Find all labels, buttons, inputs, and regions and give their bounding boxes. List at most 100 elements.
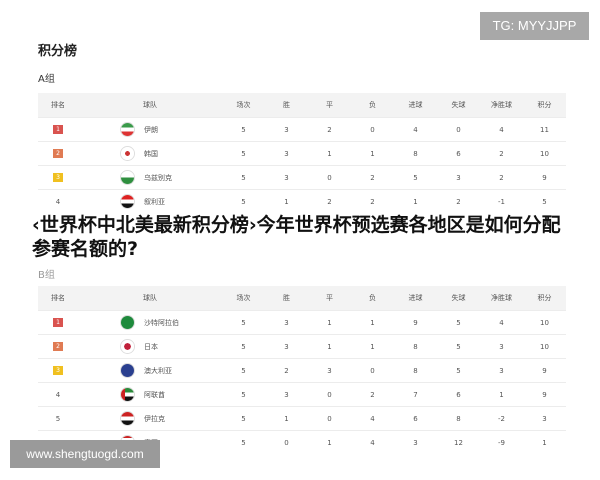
- column-header: 进球: [394, 93, 437, 118]
- team-name: 韩国: [144, 149, 158, 158]
- column-header: 胜: [265, 286, 308, 311]
- table-row: 1 沙特阿拉伯 5 3 1 1 9 5 4 10: [38, 310, 566, 335]
- saudi-flag-icon: [121, 316, 134, 329]
- rank-badge: 2: [53, 149, 63, 158]
- iraq-flag-icon: [121, 412, 134, 425]
- stat-gf: 6: [394, 406, 437, 431]
- stat-d: 1: [308, 334, 351, 359]
- team-name: 乌兹别克: [144, 173, 172, 182]
- header-row: 排名 球队 场次胜平负进球 失球 净胜球 积分: [38, 93, 566, 118]
- stat-p: 5: [222, 117, 265, 142]
- stat-pts: 9: [523, 358, 566, 383]
- table-row: 5 伊拉克 5 1 0 4 6 8 -2 3: [38, 406, 566, 431]
- stat-d: 0: [308, 382, 351, 407]
- stat-pts: 5: [523, 189, 566, 213]
- stat-l: 0: [351, 358, 394, 383]
- team-name: 澳大利亚: [144, 366, 172, 375]
- stat-l: 2: [351, 189, 394, 213]
- column-header: 积分: [523, 93, 566, 118]
- stat-ga: 2: [437, 189, 480, 213]
- rank-badge: 1: [53, 125, 63, 134]
- overlay-headline: ‹世界杯中北美最新积分榜›今年世界杯预选赛各地区是如何分配参赛名额的?: [32, 214, 561, 260]
- stat-d: 1: [308, 310, 351, 335]
- team-name: 沙特阿拉伯: [144, 318, 179, 327]
- stat-l: 4: [351, 430, 394, 454]
- stat-w: 1: [265, 189, 308, 213]
- stat-gf: 1: [394, 189, 437, 213]
- stat-gd: 3: [480, 334, 523, 359]
- stat-w: 2: [265, 358, 308, 383]
- stat-gf: 5: [394, 165, 437, 190]
- rank-number: 4: [55, 197, 61, 206]
- column-header: 排名: [38, 93, 78, 118]
- stat-gd: 4: [480, 310, 523, 335]
- stat-w: 3: [265, 382, 308, 407]
- stat-gd: -9: [480, 430, 523, 454]
- iran-flag-icon: [121, 123, 134, 136]
- stat-pts: 10: [523, 334, 566, 359]
- rank-number: 5: [55, 414, 61, 423]
- stat-p: 5: [222, 430, 265, 454]
- stat-l: 4: [351, 406, 394, 431]
- stat-d: 0: [308, 406, 351, 431]
- column-header: 净胜球: [480, 93, 523, 118]
- stat-pts: 1: [523, 430, 566, 454]
- stat-ga: 0: [437, 117, 480, 142]
- stat-l: 1: [351, 334, 394, 359]
- australia-flag-icon: [121, 364, 134, 377]
- stat-pts: 9: [523, 165, 566, 190]
- stat-w: 3: [265, 117, 308, 142]
- column-header: 平: [308, 93, 351, 118]
- table-row: 3 乌兹别克 5 3 0 2 5 3 2 9: [38, 165, 566, 190]
- table-row: 4 叙利亚 5 1 2 2 1 2 -1 5: [38, 189, 566, 213]
- column-header: 负: [351, 286, 394, 311]
- group-b-label: B组: [38, 270, 55, 281]
- table-row: 4 阿联酋 5 3 0 2 7 6 1 9: [38, 382, 566, 407]
- stat-gd: 3: [480, 358, 523, 383]
- stat-ga: 6: [437, 141, 480, 166]
- uzbekistan-flag-icon: [121, 171, 134, 184]
- stat-w: 3: [265, 165, 308, 190]
- stat-l: 1: [351, 141, 394, 166]
- stat-p: 5: [222, 189, 265, 213]
- stat-ga: 5: [437, 310, 480, 335]
- group-a-label: A组: [38, 74, 55, 85]
- watermark-site: www.shengtuogd.com: [10, 440, 160, 468]
- stat-gf: 3: [394, 430, 437, 454]
- stat-w: 3: [265, 141, 308, 166]
- stat-pts: 10: [523, 141, 566, 166]
- stat-p: 5: [222, 382, 265, 407]
- stat-p: 5: [222, 310, 265, 335]
- stat-gf: 4: [394, 117, 437, 142]
- team-name: 阿联酋: [144, 390, 165, 399]
- stat-ga: 6: [437, 382, 480, 407]
- stat-d: 3: [308, 358, 351, 383]
- column-header: 场次: [222, 93, 265, 118]
- page-title: 积分榜: [38, 44, 78, 59]
- stat-ga: 5: [437, 334, 480, 359]
- stat-gd: -2: [480, 406, 523, 431]
- uae-flag-icon: [121, 388, 134, 401]
- column-header: 排名: [38, 286, 78, 311]
- stat-pts: 10: [523, 310, 566, 335]
- korea-flag-icon: [121, 147, 134, 160]
- stat-ga: 12: [437, 430, 480, 454]
- team-name: 伊朗: [144, 125, 158, 134]
- stat-gd: 2: [480, 165, 523, 190]
- column-header: 净胜球: [480, 286, 523, 311]
- column-header: 场次: [222, 286, 265, 311]
- stat-w: 1: [265, 406, 308, 431]
- column-header: 积分: [523, 286, 566, 311]
- column-header: 球队: [78, 286, 222, 311]
- stat-w: 3: [265, 334, 308, 359]
- stat-d: 2: [308, 189, 351, 213]
- table-row: 2 日本 5 3 1 1 8 5 3 10: [38, 334, 566, 359]
- column-header: 平: [308, 286, 351, 311]
- stat-d: 1: [308, 141, 351, 166]
- stat-w: 3: [265, 310, 308, 335]
- rank-badge: 1: [53, 318, 63, 327]
- column-header: 球队: [78, 93, 222, 118]
- stat-ga: 8: [437, 406, 480, 431]
- stat-p: 5: [222, 141, 265, 166]
- stat-gd: 1: [480, 382, 523, 407]
